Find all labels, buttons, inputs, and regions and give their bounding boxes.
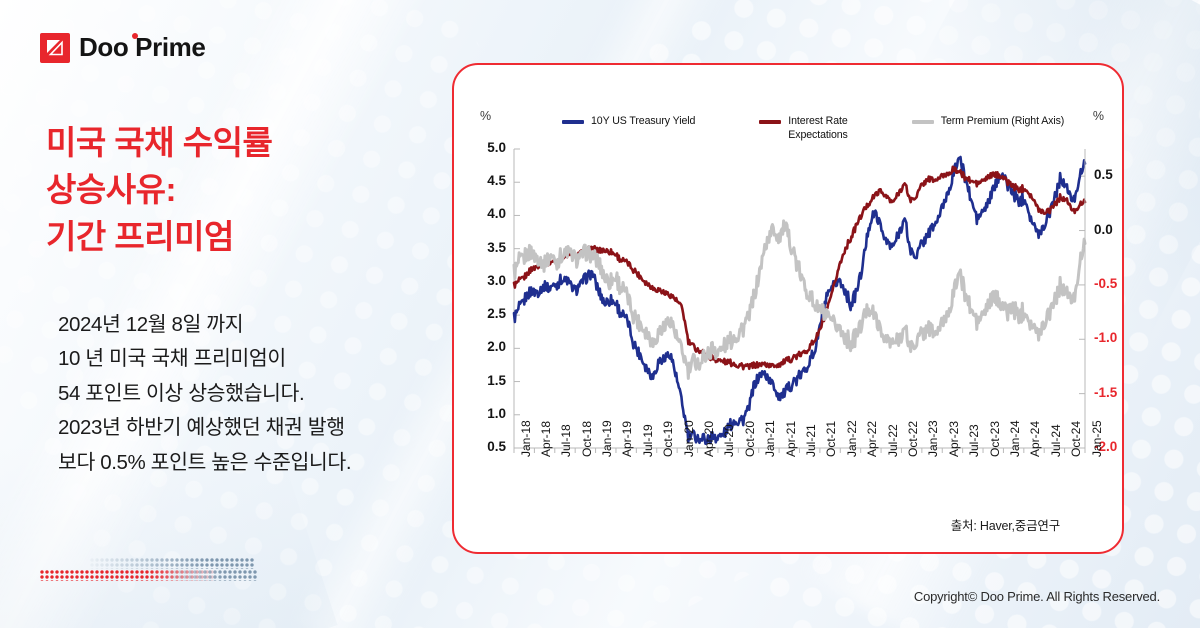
brand-logo: Doo Prime: [40, 32, 206, 63]
series-line-0: [512, 155, 1087, 446]
x-axis-tick-Apr-23: Apr-23: [946, 420, 961, 457]
page-title: 미국 국채 수익률 상승사유: 기간 프리미엄: [46, 120, 426, 261]
x-axis-tick-Jul-21: Jul-21: [804, 424, 818, 457]
page-title-line-3: 기간 프리미엄: [46, 217, 234, 255]
x-axis-tick-Apr-21: Apr-21: [783, 420, 798, 457]
x-axis-tick-Jul-23: Jul-23: [967, 424, 982, 457]
right-axis-tick--1.5: -1.5: [1094, 384, 1118, 400]
chart-plot-area: [454, 65, 1122, 552]
chart-legend: 10Y US Treasury Yield Interest Rate Expect…: [562, 115, 1064, 142]
x-axis-tick-Oct-24: Oct-24: [1069, 420, 1084, 457]
body-copy-line-1: 2024년 12월 8일 까지: [58, 313, 244, 336]
chart-series-svg: [512, 148, 1087, 453]
x-axis-tick-Apr-22: Apr-22: [865, 420, 880, 457]
left-axis-tick-3.0: 3.0: [487, 272, 506, 288]
body-copy-line-4: 2023년 하반기 예상했던 채권 발행: [58, 416, 345, 440]
decorative-dot-pattern: [40, 556, 258, 584]
left-axis-unit-label: %: [480, 109, 492, 123]
decorative-dot-row-red: [40, 570, 215, 581]
x-axis-tick-Jan-22: Jan-22: [844, 420, 859, 457]
legend-swatch-icon: [759, 120, 782, 124]
right-axis-unit-label: %: [1092, 109, 1104, 123]
x-axis-tick-Jul-19: Jul-19: [640, 424, 655, 457]
x-axis-tick-Oct-23: Oct-23: [987, 420, 1002, 457]
x-axis-tick-Jan-24: Jan-24: [1007, 420, 1022, 457]
x-axis-tick-Oct-18: Oct-18: [579, 420, 594, 457]
x-axis-tick-Jul-18: Jul-18: [559, 424, 574, 457]
legend-swatch-icon: [911, 120, 934, 124]
x-axis-tick-Jan-23: Jan-23: [926, 420, 941, 457]
x-axis-tick-Jan-18: Jan-18: [518, 420, 533, 457]
body-copy-line-5: 보다 0.5% 포인트 높은 수준입니다.: [58, 450, 352, 474]
right-axis-tick--0.5: -0.5: [1094, 275, 1118, 291]
page-title-line-2: 상승사유:: [46, 170, 176, 208]
chart-source-note: 출처: Haver,중금연구: [950, 519, 1060, 533]
legend-label: Interest Rate Expectations: [788, 115, 848, 141]
decorative-dot-row-blue: [168, 570, 258, 581]
left-axis-tick-5.0: 5.0: [487, 140, 506, 155]
x-axis-tick-Oct-22: Oct-22: [905, 420, 920, 457]
left-axis-tick-2.5: 2.5: [487, 306, 506, 322]
legend-label: Term Premium (Right Axis): [940, 115, 1065, 127]
left-axis-tick-4.5: 4.5: [487, 173, 506, 189]
series-line-2: [512, 219, 1087, 380]
legend-item-0[interactable]: 10Y US Treasury Yield: [562, 115, 695, 129]
x-axis-tick-Oct-20: Oct-20: [742, 420, 757, 457]
x-axis-tick-Jul-22: Jul-22: [885, 424, 900, 457]
body-copy-line-3: 54 포인트 이상 상승했습니다.: [58, 381, 305, 405]
series-line-1: [512, 165, 1087, 371]
page-title-line-1: 미국 국채 수익률: [46, 124, 273, 161]
x-axis-tick-Jan-21: Jan-21: [763, 420, 778, 457]
decorative-dot-row-blue: [90, 558, 255, 569]
copyright-notice: Copyright© Doo Prime. All Rights Reserve…: [913, 589, 1160, 604]
x-axis-tick-Apr-24: Apr-24: [1028, 420, 1043, 457]
x-axis-tick-Jul-20: Jul-20: [722, 424, 737, 457]
left-axis-tick-2.0: 2.0: [487, 339, 506, 355]
x-axis-tick-Oct-19: Oct-19: [661, 420, 676, 457]
chart-card: % % 10Y US Treasury Yield Interest Rate Ex…: [452, 63, 1124, 554]
legend-label: 10Y US Treasury Yield: [591, 115, 696, 127]
left-axis-tick-3.5: 3.5: [487, 239, 506, 255]
legend-item-2[interactable]: Term Premium (Right Axis): [911, 115, 1065, 129]
x-axis-tick-Jan-20: Jan-20: [681, 420, 696, 457]
left-axis-tick-4.0: 4.0: [487, 206, 506, 222]
logo-wordmark: Doo Prime: [79, 32, 206, 62]
x-axis-tick-Oct-21: Oct-21: [824, 420, 839, 457]
left-axis-tick-0.5: 0.5: [487, 439, 506, 454]
x-axis-tick-Apr-20: Apr-20: [702, 420, 717, 457]
right-axis-tick--1.0: -1.0: [1094, 330, 1118, 346]
legend-swatch-icon: [562, 120, 584, 124]
right-axis-tick-0.0: 0.0: [1094, 221, 1113, 237]
x-axis-tick-Apr-19: Apr-19: [620, 420, 635, 457]
right-axis-tick-0.5: 0.5: [1094, 167, 1113, 183]
right-axis-tick--2.0: -2.0: [1094, 439, 1118, 454]
logo-i-dot-icon: [132, 33, 138, 39]
x-axis-tick-Jan-25: Jan-25: [1089, 420, 1104, 457]
x-axis-tick-Jan-19: Jan-19: [600, 420, 615, 457]
legend-item-1[interactable]: Interest Rate Expectations: [759, 115, 848, 142]
doo-prime-mark-icon: [40, 32, 70, 63]
x-axis-tick-Apr-18: Apr-18: [538, 420, 553, 457]
body-copy-line-2: 10 년 미국 국채 프리미엄이: [58, 347, 286, 371]
left-axis-tick-1.0: 1.0: [487, 405, 506, 421]
body-copy: 2024년 12월 8일 까지 10 년 미국 국채 프리미엄이 54 포인트 …: [58, 308, 458, 480]
x-axis-tick-Jul-24: Jul-24: [1048, 424, 1063, 457]
left-axis-tick-1.5: 1.5: [487, 372, 506, 388]
